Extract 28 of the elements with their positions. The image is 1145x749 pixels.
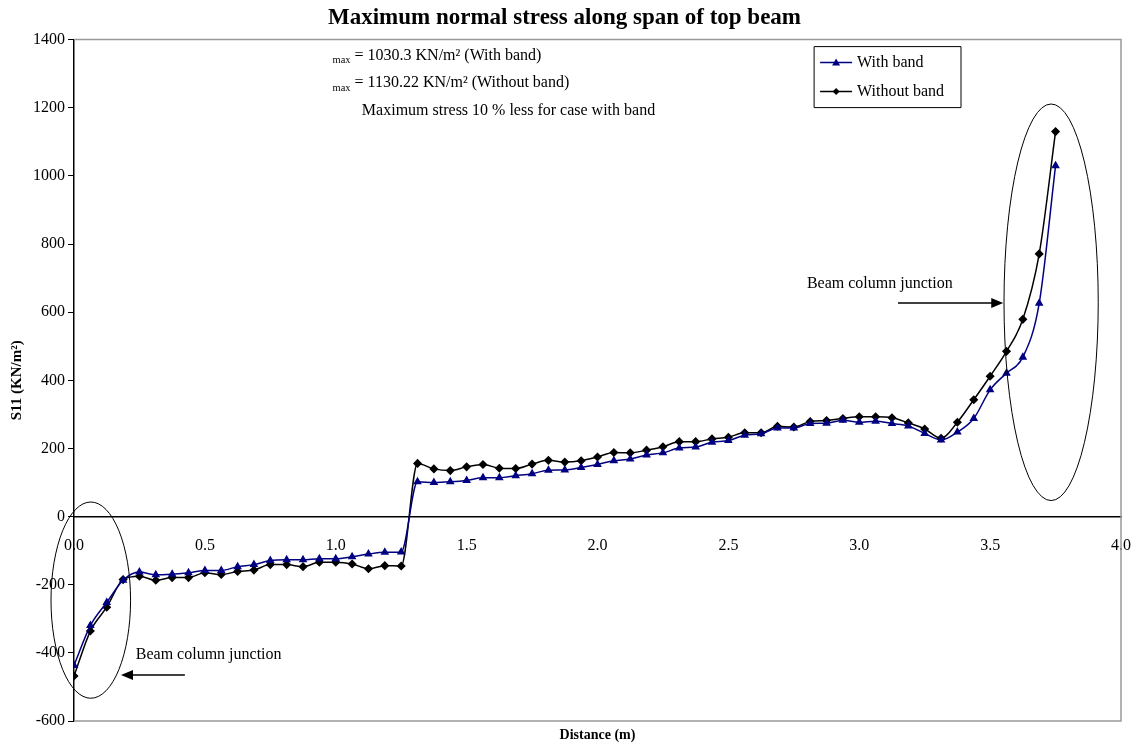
x-tick-label: 2.0 <box>587 536 608 554</box>
annotation: max = 1030.3 KN/m² (With band) <box>332 46 542 66</box>
annotation: Beam column junction <box>135 645 282 664</box>
x-tick-label: 3.5 <box>980 536 1001 554</box>
y-tick-label: 600 <box>41 302 65 320</box>
x-tick-label: 4.0 <box>1111 536 1131 554</box>
y-tick-label: -600 <box>35 711 65 729</box>
x-tick-label: 2.5 <box>718 536 739 554</box>
y-tick-label: -400 <box>35 643 65 661</box>
y-tick-label: 1200 <box>33 97 65 115</box>
y-tick-label: 0 <box>57 506 65 524</box>
x-tick-label: 3.0 <box>849 536 870 554</box>
annotation: Beam column junction <box>806 273 953 292</box>
y-tick-label: 1000 <box>33 166 65 184</box>
x-axis-title: Distance (m) <box>559 726 636 743</box>
y-tick-label: 1400 <box>33 29 65 47</box>
annotation: Maximum stress 10 % less for case with band <box>361 101 656 119</box>
legend-label: With band <box>857 52 924 70</box>
y-tick-label: 800 <box>41 234 65 252</box>
y-axis-title: S11 (KN/m²) <box>7 340 25 421</box>
y-tick-label: 400 <box>41 370 65 388</box>
chart-title: Maximum normal stress along span of top beam <box>327 3 802 29</box>
annotation: max = 1130.22 KN/m² (Without band) <box>332 73 570 93</box>
legend-label: Without band <box>857 81 945 99</box>
x-tick-label: 0.5 <box>194 536 215 554</box>
x-tick-label: 1.5 <box>456 536 477 554</box>
y-tick-label: 200 <box>41 438 65 456</box>
x-tick-label: 1.0 <box>325 536 346 554</box>
